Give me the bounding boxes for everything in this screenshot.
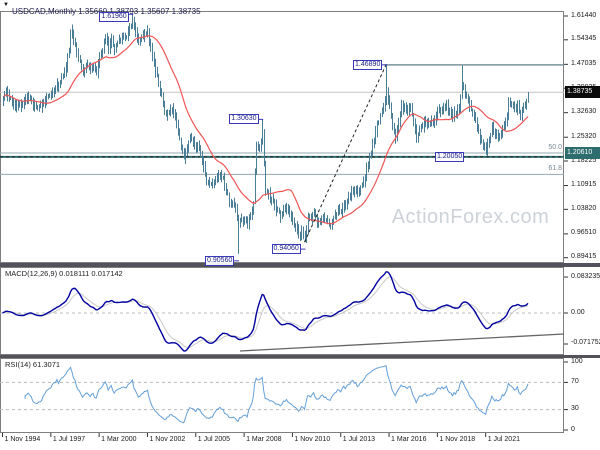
time-axis-tick: 1 Nov 2010 — [294, 436, 331, 443]
price-tag: 1.61960 — [99, 12, 129, 22]
time-axis-tick: 1 Nov 2002 — [149, 436, 186, 443]
price-tag: 1.30630 — [229, 114, 259, 125]
chart-title-bar: ▼USDCAD,Monthly 1.35660 1.38793 1.35607 … — [3, 1, 201, 16]
price-axis-tick: 1.18225 — [571, 156, 597, 164]
time-axis-tick: 1 Jul 2013 — [342, 436, 376, 443]
current-price-axis-box: 1.38735 — [565, 86, 600, 99]
macd-axis-tick: 0.083235 — [571, 272, 600, 280]
time-axis-tick: 1 Mar 2000 — [101, 436, 137, 443]
time-axis-tick: 1 Jul 2021 — [487, 436, 520, 443]
time-axis-tick: 1 Mar 2016 — [391, 436, 427, 443]
fib-61-8-label: 61.8 — [548, 165, 562, 173]
rsi-axis-tick: 0 — [571, 425, 575, 433]
price-axis-tick: 1.54345 — [571, 35, 597, 43]
macd-indicator-label: MACD(12,26,9) 0.018111 0.017142 — [5, 269, 123, 278]
time-axis-tick: 1 Jul 2005 — [197, 436, 231, 443]
price-axis-tick: 1.32630 — [571, 108, 597, 116]
price-axis-tick: 1.61440 — [571, 11, 597, 19]
price-tag: 1.20050 — [434, 151, 465, 162]
price-axis-tick: 0.89415 — [571, 253, 597, 261]
fib50-price-axis-box: 1.20610 — [565, 147, 600, 159]
price-axis-tick: 0.96510 — [571, 229, 597, 237]
price-axis-tick: 1.03820 — [571, 204, 597, 212]
price-tag: 1.46890 — [353, 59, 383, 70]
price-axis-tick: 1.47035 — [571, 59, 597, 67]
watermark: ActionForex.com — [391, 206, 550, 228]
time-axis-tick: 1 Nov 2018 — [439, 436, 476, 443]
price-axis-tick: 1.10915 — [571, 181, 597, 189]
time-axis-tick: 1 Jul 1997 — [52, 436, 86, 443]
rsi-axis-tick: 70 — [571, 377, 579, 385]
chart-dropdown-icon[interactable]: ▼ — [3, 2, 9, 8]
rsi-indicator-label: RSI(14) 61.3071 — [5, 360, 61, 369]
price-axis-tick: 1.25320 — [571, 132, 597, 140]
rsi-axis-tick: 100 — [571, 357, 583, 365]
fib-50-label: 50.0 — [548, 144, 562, 151]
macd-axis-tick: -0.071752 — [571, 339, 600, 347]
macd-axis-tick: 0.00 — [571, 308, 585, 316]
chart-title: USDCAD,Monthly 1.35660 1.38793 1.35607 1… — [11, 7, 201, 16]
price-tag: 0.90560 — [205, 255, 235, 266]
rsi-axis-tick: 30 — [571, 405, 579, 413]
price-tag: 0.94060 — [271, 244, 301, 255]
time-axis-tick: 1 Nov 1994 — [4, 436, 41, 443]
time-axis-tick: 1 Mar 2008 — [246, 436, 282, 443]
